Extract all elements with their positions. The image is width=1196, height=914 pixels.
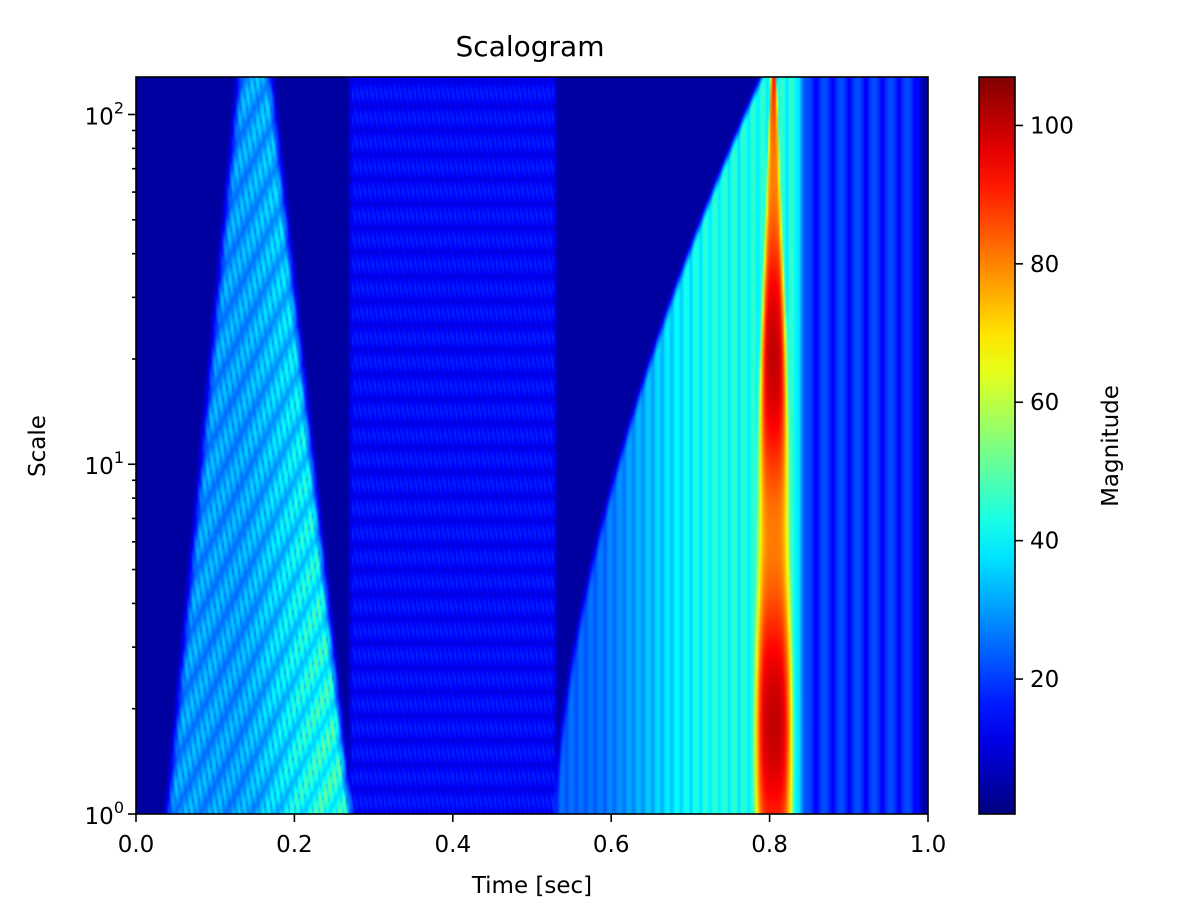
colorbar-tick-label: 60 [1030,390,1059,416]
x-axis: 0.0 0.2 0.4 0.6 0.8 1.0 [118,814,947,858]
x-tick-label: 0.0 [118,832,155,858]
y-tick-exponent: 0 [114,798,124,817]
x-axis-label: Time [sec] [471,873,592,899]
colorbar-tick-label: 40 [1030,529,1059,555]
chart-title: Scalogram [456,30,605,63]
x-tick-label: 0.4 [435,832,472,858]
colorbar-frame [978,76,1016,815]
y-tick-label: 101 [85,448,124,480]
y-tick-exponent: 2 [114,98,124,117]
x-tick-label: 0.6 [593,832,630,858]
x-tick-label: 0.2 [276,832,313,858]
colorbar-tick-label: 20 [1030,667,1059,693]
y-tick-base: 10 [85,104,114,130]
plot-area [135,76,929,815]
y-tick-label: 102 [85,98,124,130]
y-tick-label: 100 [85,798,124,830]
scalogram-heatmap [136,77,928,814]
x-tick-label: 0.8 [751,832,788,858]
colorbar-gradient [979,77,1015,814]
colorbar-label: Magnitude [1098,385,1124,507]
colorbar-ticks: 20 40 60 80 100 [1015,113,1074,693]
x-tick-label: 1.0 [910,832,947,858]
colorbar-tick-label: 100 [1030,113,1074,139]
colorbar-tick-label: 80 [1030,252,1059,278]
y-tick-exponent: 1 [114,448,124,467]
y-axis-label: Scale [25,415,51,477]
colorbar: 20 40 60 80 100 Magnitude [978,76,1124,815]
plot-frame [135,76,929,815]
y-tick-base: 10 [85,454,114,480]
y-tick-base: 10 [85,804,114,830]
